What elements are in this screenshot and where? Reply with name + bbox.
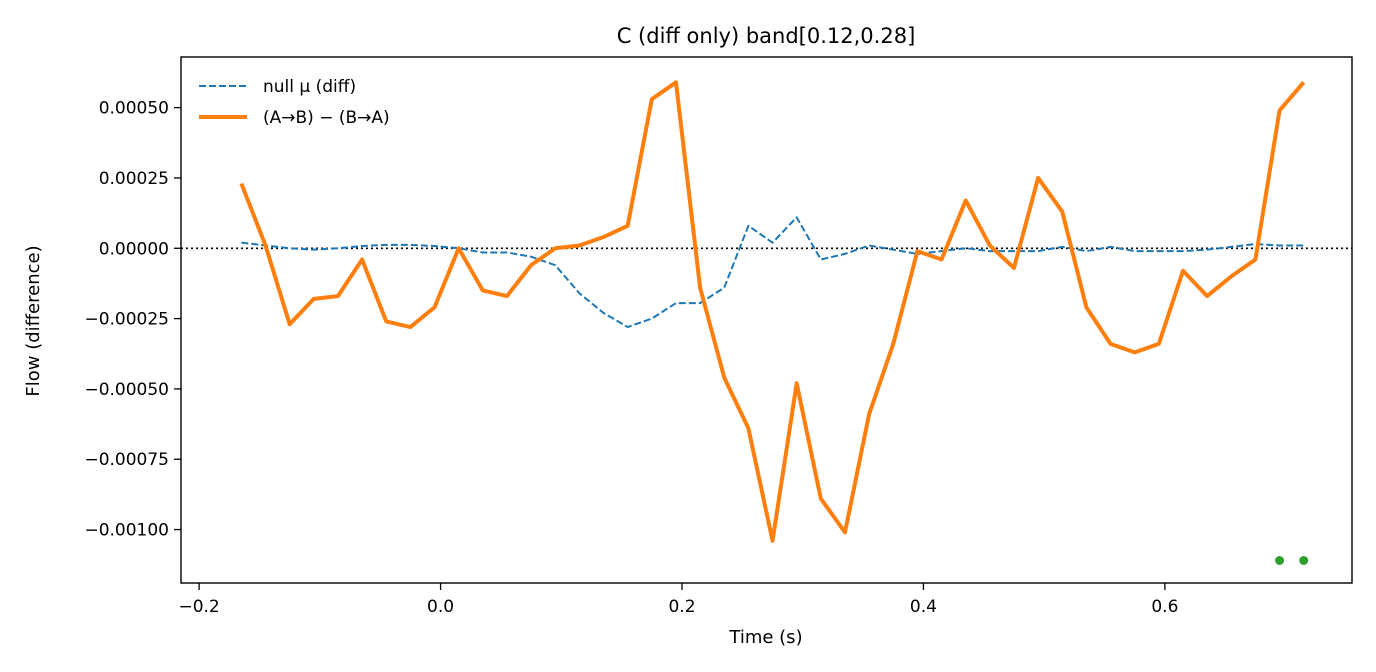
y-tick-label: 0.00000	[99, 239, 169, 259]
y-tick-label: −0.00050	[84, 380, 169, 400]
y-tick-label: 0.00025	[99, 169, 169, 189]
y-tick-label: −0.00025	[84, 310, 169, 330]
y-axis: 0.00050 0.00025 0.00000 −0.00025 −0.00050 −0.…	[84, 99, 181, 541]
x-axis: −0.2 0.0 0.2 0.4 0.6	[178, 583, 1178, 617]
x-axis-label: Time (s)	[728, 627, 802, 648]
flow-difference-line	[239, 80, 1306, 543]
y-tick-label: 0.00050	[99, 99, 169, 119]
x-tick-label: 0.2	[668, 597, 695, 617]
significance-marker	[1299, 555, 1309, 565]
x-tick-label: −0.2	[178, 597, 219, 617]
legend-label-flow-difference: (A→B) − (B→A)	[263, 108, 390, 128]
plot-frame	[180, 56, 1353, 584]
legend: null μ (diff) (A→B) − (B→A)	[199, 77, 390, 128]
y-tick-label: −0.00075	[84, 450, 169, 470]
chart-title: C (diff only) band[0.12,0.28]	[617, 24, 916, 48]
y-tick-label: −0.00100	[84, 521, 169, 541]
null-mean-line	[241, 216, 1304, 329]
x-tick-label: 0.6	[1151, 597, 1178, 617]
x-tick-label: 0.0	[427, 597, 454, 617]
plot-area	[181, 80, 1352, 565]
significance-marker	[1275, 555, 1285, 565]
y-axis-label: Flow (difference)	[23, 245, 44, 396]
x-tick-label: 0.4	[910, 597, 937, 617]
legend-label-null-mean: null μ (diff)	[263, 77, 356, 97]
